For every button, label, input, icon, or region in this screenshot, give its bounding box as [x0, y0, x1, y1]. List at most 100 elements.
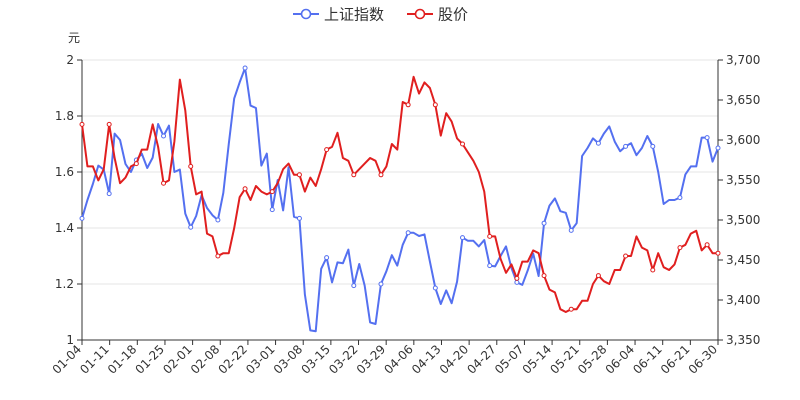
- right-tick-label: 3,550: [726, 173, 760, 187]
- series-point: [541, 220, 547, 226]
- series-line-1: [81, 75, 718, 313]
- series-point: [568, 227, 574, 233]
- series-point: [715, 250, 721, 256]
- x-tick-label: 06-11: [630, 342, 665, 377]
- grid-lines: [82, 59, 718, 285]
- legend-marker-icon: [300, 8, 312, 20]
- x-tick-label: 06-21: [658, 342, 693, 377]
- series-point: [242, 186, 248, 192]
- left-axis-unit: 元: [68, 31, 80, 45]
- x-tick-label: 05-14: [520, 342, 555, 377]
- left-tick-label: 1: [66, 333, 74, 347]
- series-point: [514, 279, 520, 285]
- x-tick-label: 01-18: [105, 342, 140, 377]
- series-point: [405, 230, 411, 236]
- x-tick-label: 02-22: [215, 342, 250, 377]
- legend-item[interactable]: 上证指数: [293, 6, 384, 24]
- x-tick-label: 05-28: [575, 342, 610, 377]
- series-point: [623, 253, 629, 259]
- right-tick-label: 3,650: [726, 93, 760, 107]
- legend-label: 股价: [438, 6, 468, 24]
- x-tick-label: 05-07: [492, 342, 527, 377]
- series-point: [269, 207, 275, 213]
- series-point: [623, 143, 629, 149]
- x-tick-label: 01-11: [77, 342, 112, 377]
- series-point: [161, 133, 167, 139]
- x-tick-label: 04-06: [381, 342, 416, 377]
- series-point: [269, 189, 275, 195]
- legend: 上证指数 股价: [293, 6, 468, 24]
- right-tick-label: 3,600: [726, 133, 760, 147]
- series-point: [106, 191, 112, 197]
- left-tick-label: 2: [66, 53, 74, 67]
- series-point: [595, 140, 601, 146]
- left-tick-label: 1.2: [55, 277, 74, 291]
- right-tick-label: 3,450: [726, 253, 760, 267]
- series-point: [242, 65, 248, 71]
- series-point: [79, 121, 85, 127]
- x-tick-label: 03-15: [298, 342, 333, 377]
- series-point: [106, 121, 112, 127]
- legend-item[interactable]: 股价: [407, 6, 468, 24]
- legend-label: 上证指数: [324, 6, 384, 24]
- series-point: [460, 235, 466, 241]
- series-point: [715, 145, 721, 151]
- left-tick-label: 1.4: [55, 221, 74, 235]
- x-tick-label: 06-04: [603, 342, 638, 377]
- series-point: [161, 180, 167, 186]
- x-tick-label: 04-13: [409, 342, 444, 377]
- left-tick-label: 1.6: [55, 165, 74, 179]
- series-point: [487, 263, 493, 269]
- right-tick-label: 3,500: [726, 213, 760, 227]
- right-tick-label: 3,350: [726, 333, 760, 347]
- series-point: [568, 306, 574, 312]
- x-tick-label: 02-08: [188, 342, 223, 377]
- x-tick-label: 04-20: [437, 342, 472, 377]
- x-tick-label: 03-01: [243, 342, 278, 377]
- series-point: [215, 253, 221, 259]
- legend-marker-icon: [414, 8, 426, 20]
- series-point: [405, 102, 411, 108]
- series-point: [133, 161, 139, 167]
- series-point: [296, 172, 302, 178]
- right-tick-label: 3,400: [726, 293, 760, 307]
- series-point: [324, 255, 330, 261]
- x-tick-label: 01-04: [50, 342, 85, 377]
- x-tick-label: 03-22: [326, 342, 361, 377]
- series-point: [677, 245, 683, 251]
- series-point: [460, 141, 466, 147]
- axes: 1 1.2 1.4 1.6 1.8 2 3,350 3,400 3,450 3,500 3,550 3…: [50, 31, 761, 377]
- series-line-0: [81, 67, 719, 333]
- series-point: [595, 273, 601, 279]
- series-point: [704, 135, 710, 141]
- series-point: [378, 172, 384, 178]
- series-point: [704, 242, 710, 248]
- x-tick-label: 03-08: [271, 342, 306, 377]
- series-point: [541, 273, 547, 279]
- series-point: [188, 163, 194, 169]
- series-point: [215, 217, 221, 223]
- series-lines: [79, 65, 721, 333]
- left-tick-label: 1.8: [55, 109, 74, 123]
- series-point: [351, 172, 357, 178]
- series-point: [432, 102, 438, 108]
- series-point: [296, 215, 302, 221]
- series-point: [378, 281, 384, 287]
- series-point: [650, 267, 656, 273]
- x-tick-label: 01-25: [133, 342, 168, 377]
- series-point: [432, 285, 438, 291]
- series-point: [324, 147, 330, 153]
- series-point: [79, 215, 85, 221]
- series-point: [650, 143, 656, 149]
- series-point: [351, 283, 357, 289]
- series-point: [188, 224, 194, 230]
- series-point: [487, 233, 493, 239]
- x-tick-label: 06-30: [686, 342, 721, 377]
- x-tick-label: 04-27: [464, 342, 499, 377]
- x-tick-label: 05-21: [547, 342, 582, 377]
- x-tick-label: 03-29: [354, 342, 389, 377]
- x-tick-label: 02-01: [160, 342, 195, 377]
- series-point: [514, 275, 520, 281]
